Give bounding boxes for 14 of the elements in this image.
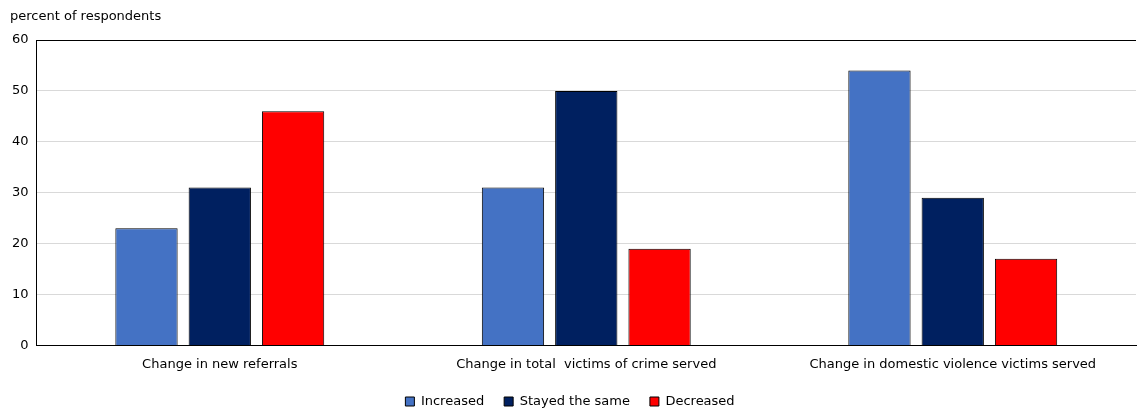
x-tick-label: Change in new referrals <box>142 355 298 371</box>
y-tick-label: 10 <box>12 285 29 301</box>
y-tick-label: 30 <box>12 184 29 200</box>
x-tick-label: Change in total victims of crime served <box>456 355 717 371</box>
legend-label: Increased <box>420 392 485 408</box>
y-tick-label: 40 <box>12 133 29 149</box>
y-tick-label: 60 <box>12 31 29 47</box>
y-tick-label: 50 <box>12 82 29 98</box>
y-axis-title: percent of respondents <box>10 7 162 23</box>
y-tick-label: 0 <box>20 336 29 352</box>
legend-label: Decreased <box>665 392 735 408</box>
legend-label: Stayed the same <box>519 392 630 408</box>
x-tick-label: Change in domestic violence victims served <box>809 355 1097 371</box>
y-tick-label: 20 <box>12 234 29 250</box>
